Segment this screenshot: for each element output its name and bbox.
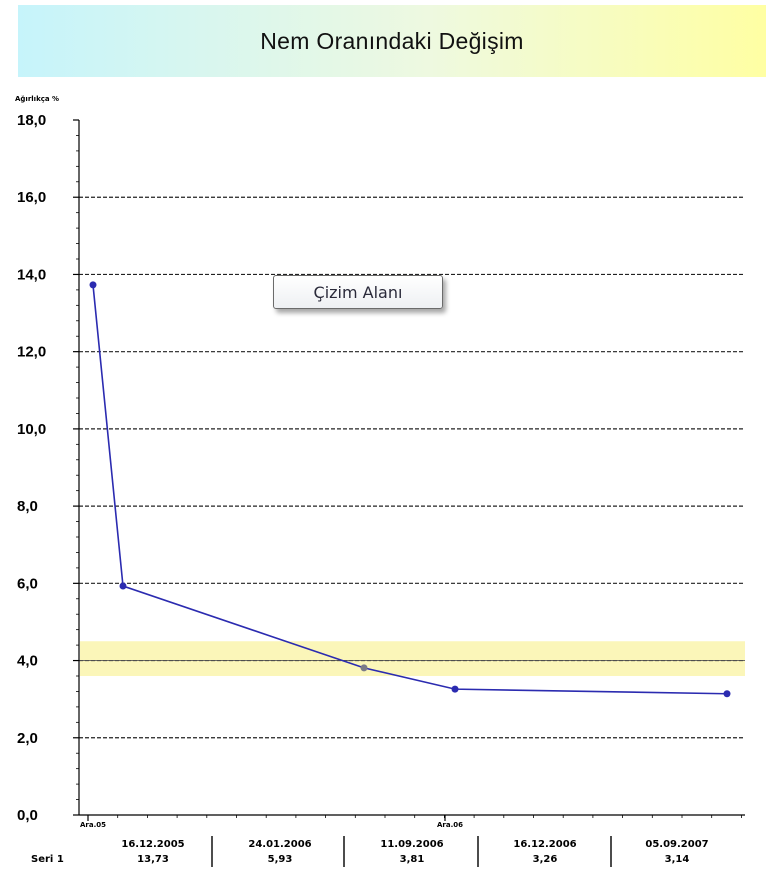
chart-title-banner: Nem Oranındaki Değişim bbox=[18, 5, 766, 77]
table-value-label: 3,14 bbox=[665, 854, 690, 865]
table-date-label: 05.09.2007 bbox=[645, 839, 708, 850]
table-value-label: 3,26 bbox=[533, 854, 558, 865]
y-tick-label: 14,0 bbox=[17, 266, 46, 283]
data-point bbox=[89, 281, 97, 289]
x-tick-label: Ara.06 bbox=[437, 821, 463, 829]
data-point bbox=[723, 690, 731, 698]
table-date-label: 11.09.2006 bbox=[380, 839, 443, 850]
table-date-label: 16.12.2006 bbox=[513, 839, 576, 850]
y-tick-label: 10,0 bbox=[17, 421, 46, 438]
x-tick-label: Ara.05 bbox=[80, 821, 106, 829]
y-tick-label: 6,0 bbox=[17, 575, 38, 592]
table-date-label: 16.12.2005 bbox=[121, 839, 184, 850]
y-tick-label: 12,0 bbox=[17, 344, 46, 361]
table-value-label: 5,93 bbox=[268, 854, 293, 865]
plot-area-callout: Çizim Alanı bbox=[273, 275, 443, 309]
data-point bbox=[119, 582, 127, 590]
data-point bbox=[360, 664, 368, 672]
data-point bbox=[451, 685, 459, 693]
table-value-label: 13,73 bbox=[137, 854, 169, 865]
y-axis-label: Ağırlıkça % bbox=[15, 95, 60, 103]
y-tick-label: 4,0 bbox=[17, 653, 38, 670]
chart-title: Nem Oranındaki Değişim bbox=[260, 27, 524, 54]
series-name-label: Seri 1 bbox=[31, 854, 64, 865]
series-line bbox=[92, 284, 728, 695]
y-tick-label: 0,0 bbox=[17, 807, 38, 824]
y-tick-label: 18,0 bbox=[17, 112, 46, 129]
reference-band bbox=[80, 641, 745, 676]
table-date-label: 24.01.2006 bbox=[248, 839, 311, 850]
y-tick-label: 8,0 bbox=[17, 498, 38, 515]
table-value-label: 3,81 bbox=[400, 854, 425, 865]
y-tick-label: 2,0 bbox=[17, 730, 38, 747]
y-tick-label: 16,0 bbox=[17, 189, 46, 206]
